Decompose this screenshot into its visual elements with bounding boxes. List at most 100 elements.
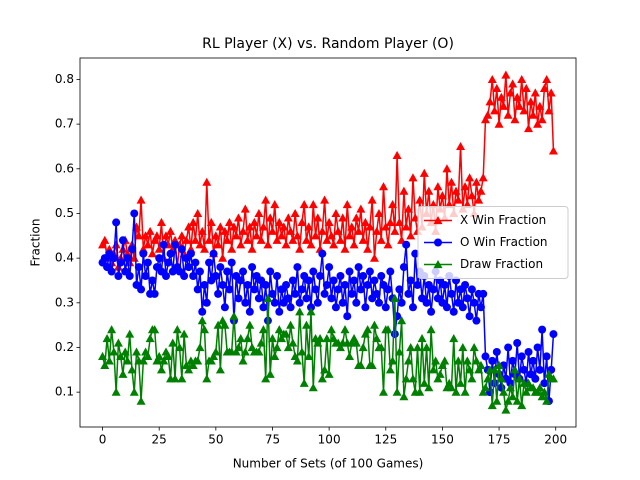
marker [326,231,336,240]
marker [467,374,477,383]
y-tick-label: 0.8 [55,72,74,86]
marker [258,325,268,334]
marker [274,217,284,226]
marker [254,347,264,356]
marker [403,356,413,365]
marker [166,226,176,235]
marker [100,235,110,244]
marker [125,272,134,281]
marker [134,263,143,272]
marker [191,258,200,267]
marker [233,213,243,222]
marker [397,316,407,325]
x-tick-label: 75 [265,433,280,447]
marker [548,374,558,383]
marker [227,244,237,253]
marker [469,342,479,352]
marker [279,222,289,231]
marker [422,298,431,307]
legend-label: Draw Fraction [460,257,543,271]
marker [383,240,393,249]
marker [143,240,153,249]
marker [354,226,364,235]
marker [286,320,296,329]
marker [480,115,490,124]
marker [286,226,296,235]
marker [467,191,477,200]
marker [116,258,125,267]
marker [433,216,443,225]
marker [256,338,266,347]
marker [467,285,476,294]
marker [508,79,518,88]
marker [345,267,354,276]
marker [313,298,322,307]
marker [168,338,178,347]
marker [213,320,223,329]
marker [447,289,456,298]
marker [485,97,495,106]
marker [220,303,229,312]
marker [329,276,338,285]
marker [243,334,253,343]
marker [417,334,427,343]
marker [521,83,531,92]
marker [322,280,331,289]
marker [188,360,198,369]
marker [198,307,207,316]
marker [190,235,200,244]
legend-label: O Win Fraction [460,235,548,249]
marker [154,351,164,361]
marker [533,119,543,128]
marker [263,240,273,249]
marker [316,272,325,281]
marker [392,387,402,396]
marker [175,342,185,352]
y-tick-label: 0.3 [55,295,74,309]
marker [390,226,400,235]
marker [145,226,155,235]
marker [227,258,236,267]
marker [145,334,155,343]
marker [404,289,413,298]
marker [544,106,554,115]
marker [301,235,311,244]
marker [531,374,540,383]
marker [215,365,225,374]
marker [460,387,470,396]
marker [220,226,230,235]
marker [268,289,277,298]
marker [437,191,447,200]
marker [223,267,232,276]
marker [172,325,182,334]
marker [177,374,187,383]
marker [313,213,323,222]
marker [476,360,486,369]
x-tick-label: 175 [488,433,511,447]
marker [490,106,500,115]
marker [272,235,282,244]
marker [458,303,467,312]
marker [127,365,137,374]
marker [236,276,245,285]
marker [229,222,239,231]
marker [456,141,466,151]
marker [231,347,241,356]
marker [177,245,186,254]
marker [125,329,135,338]
marker [116,351,126,361]
marker [211,347,221,356]
x-tick-label: 150 [431,433,454,447]
marker [150,289,159,298]
marker [304,222,314,231]
marker [383,325,393,334]
marker [281,240,291,249]
marker [322,334,332,343]
marker [159,240,168,249]
marker [356,285,365,294]
marker [111,387,121,396]
marker [304,276,313,285]
marker [281,329,291,338]
marker [492,347,501,356]
marker [238,356,248,365]
